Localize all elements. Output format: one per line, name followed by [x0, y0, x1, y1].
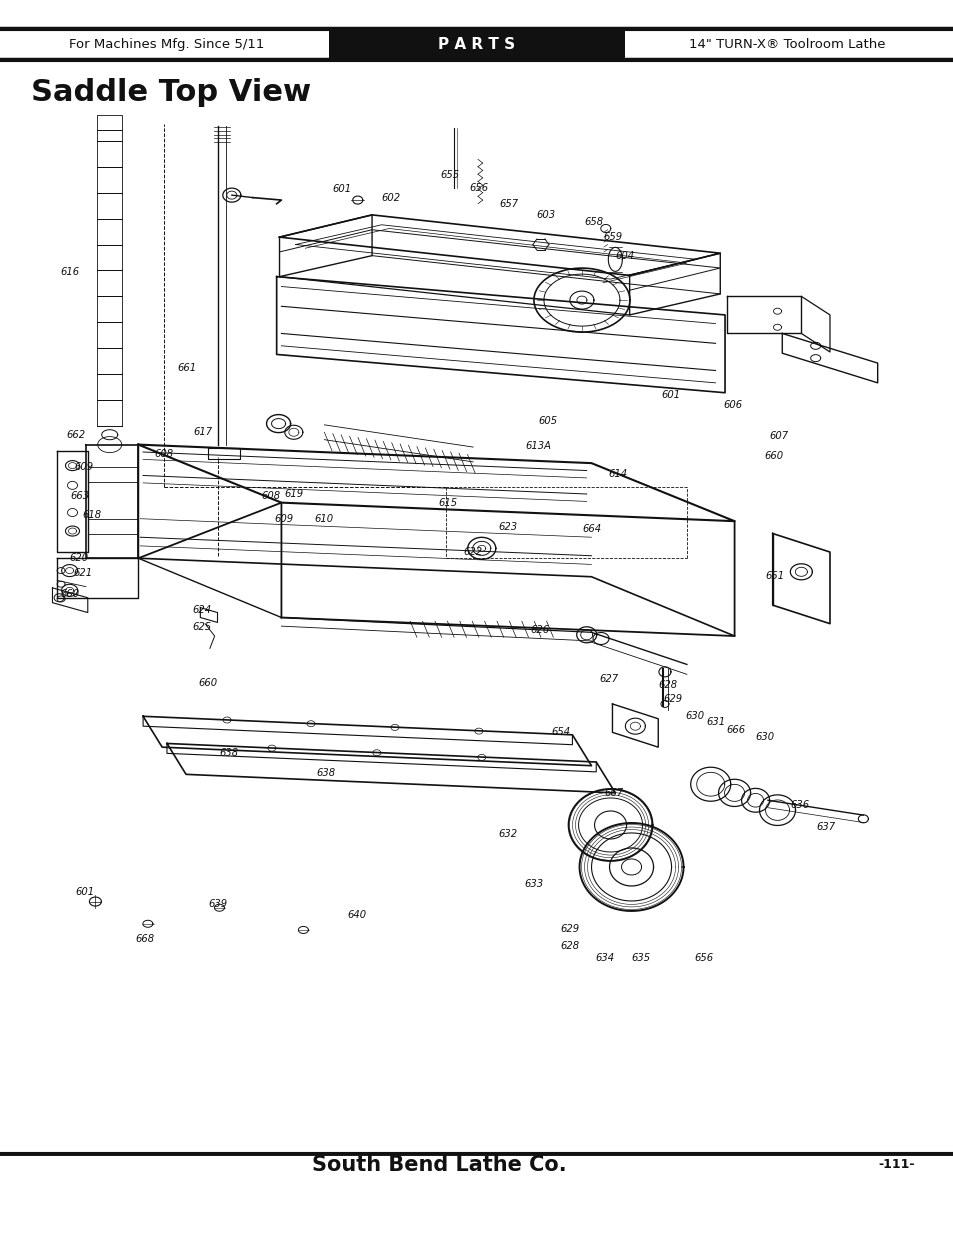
Text: 660: 660 — [60, 589, 79, 599]
Text: 625: 625 — [193, 622, 212, 632]
Text: 659: 659 — [603, 232, 622, 242]
Text: 620: 620 — [70, 553, 89, 563]
Bar — [329, 31, 624, 58]
Text: 634: 634 — [595, 953, 614, 963]
Text: 630: 630 — [684, 711, 703, 721]
Text: 628: 628 — [559, 941, 578, 951]
Text: 635: 635 — [631, 953, 650, 963]
Text: 601: 601 — [75, 887, 94, 897]
Text: -111-: -111- — [878, 1158, 914, 1171]
Text: 626: 626 — [530, 625, 549, 635]
Text: 617: 617 — [193, 427, 213, 437]
Text: 658: 658 — [584, 217, 603, 227]
Text: 638: 638 — [219, 748, 238, 758]
Text: 660: 660 — [763, 451, 782, 461]
Text: Saddle Top View: Saddle Top View — [30, 78, 311, 107]
Text: 668: 668 — [135, 934, 154, 944]
Text: 628: 628 — [658, 680, 677, 690]
Text: South Bend Lathe Co.: South Bend Lathe Co. — [312, 1155, 565, 1174]
Text: 624: 624 — [193, 605, 212, 615]
Text: 608: 608 — [154, 450, 173, 459]
Text: 663: 663 — [71, 492, 90, 501]
Text: 660: 660 — [198, 678, 217, 688]
Text: 602: 602 — [381, 193, 400, 203]
Text: 608: 608 — [261, 492, 280, 501]
Text: 636: 636 — [789, 800, 808, 810]
Text: 613A: 613A — [524, 441, 551, 451]
Text: 632: 632 — [497, 829, 517, 839]
Text: 604: 604 — [615, 251, 634, 261]
Text: For Machines Mfg. Since 5/11: For Machines Mfg. Since 5/11 — [70, 38, 264, 51]
Text: 606: 606 — [722, 400, 741, 410]
Text: 630: 630 — [755, 732, 774, 742]
Text: 637: 637 — [816, 823, 835, 832]
Text: 607: 607 — [768, 431, 787, 441]
Text: 616: 616 — [60, 267, 79, 277]
Text: 633: 633 — [524, 879, 543, 889]
Text: 638: 638 — [316, 768, 335, 778]
Text: 601: 601 — [332, 184, 351, 194]
Text: 622: 622 — [463, 547, 482, 557]
Text: 603: 603 — [536, 210, 555, 220]
Text: 601: 601 — [660, 390, 679, 400]
Text: 656: 656 — [469, 183, 488, 193]
Text: 631: 631 — [705, 718, 724, 727]
Text: 654: 654 — [551, 727, 570, 737]
Text: 619: 619 — [284, 489, 303, 499]
Text: 615: 615 — [438, 498, 457, 508]
Text: 605: 605 — [537, 416, 557, 426]
Text: 614: 614 — [608, 469, 627, 479]
Text: 621: 621 — [73, 568, 92, 578]
Text: 623: 623 — [497, 522, 517, 532]
Text: 657: 657 — [498, 199, 517, 209]
Text: 666: 666 — [725, 725, 744, 735]
Text: 655: 655 — [440, 170, 459, 180]
Text: 667: 667 — [604, 788, 623, 798]
Text: 609: 609 — [274, 514, 294, 524]
Text: P A R T S: P A R T S — [438, 37, 515, 52]
Text: 629: 629 — [662, 694, 681, 704]
Text: 627: 627 — [598, 674, 618, 684]
Text: 662: 662 — [67, 430, 86, 440]
Text: 651: 651 — [764, 571, 783, 580]
Text: 661: 661 — [177, 363, 196, 373]
Text: 656: 656 — [694, 953, 713, 963]
Text: 618: 618 — [82, 510, 101, 520]
Text: 610: 610 — [314, 514, 334, 524]
Text: 639: 639 — [208, 899, 227, 909]
Text: 609: 609 — [74, 462, 93, 472]
Text: 640: 640 — [347, 910, 366, 920]
Text: 14" TURN-X® Toolroom Lathe: 14" TURN-X® Toolroom Lathe — [688, 38, 884, 51]
Text: 664: 664 — [581, 524, 600, 534]
Text: 629: 629 — [559, 924, 578, 934]
